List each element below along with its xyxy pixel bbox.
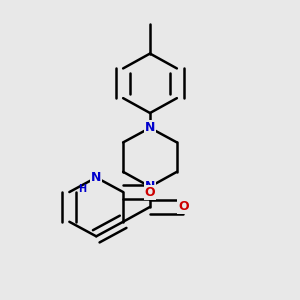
Text: N: N (145, 122, 155, 134)
Text: N: N (145, 180, 155, 193)
Text: H: H (78, 184, 86, 194)
Text: N: N (91, 171, 101, 184)
Text: O: O (178, 200, 188, 213)
Text: O: O (145, 186, 155, 199)
